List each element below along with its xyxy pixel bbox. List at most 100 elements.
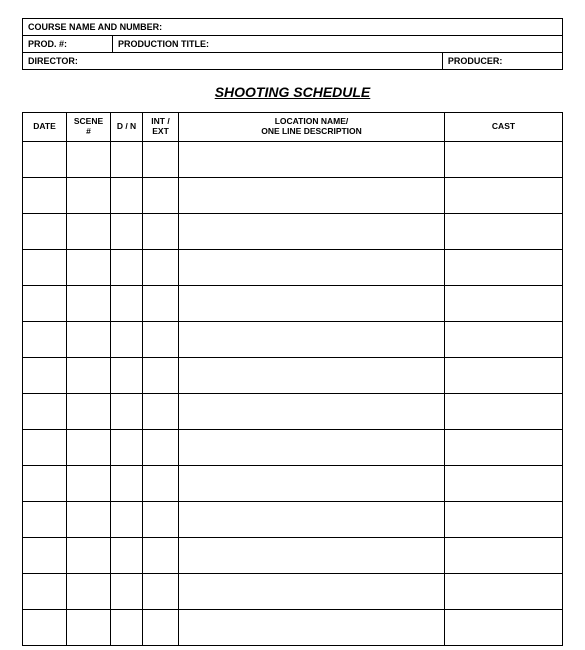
table-row [23, 501, 563, 537]
table-cell [111, 357, 143, 393]
table-cell [143, 537, 179, 573]
table-row [23, 429, 563, 465]
table-cell [445, 393, 563, 429]
table-row [23, 141, 563, 177]
table-cell [179, 285, 445, 321]
table-cell [111, 465, 143, 501]
table-cell [67, 609, 111, 645]
table-cell [23, 213, 67, 249]
table-cell [23, 465, 67, 501]
table-cell [179, 609, 445, 645]
table-cell [67, 177, 111, 213]
table-cell [111, 393, 143, 429]
table-row [23, 285, 563, 321]
table-cell [143, 285, 179, 321]
table-cell [143, 177, 179, 213]
table-cell [445, 357, 563, 393]
table-cell [67, 537, 111, 573]
table-cell [143, 213, 179, 249]
table-cell [445, 249, 563, 285]
table-cell [23, 321, 67, 357]
table-cell [67, 465, 111, 501]
table-cell [111, 321, 143, 357]
table-row [23, 537, 563, 573]
table-cell [67, 357, 111, 393]
table-cell [23, 357, 67, 393]
table-cell [143, 609, 179, 645]
table-cell [111, 537, 143, 573]
table-cell [67, 141, 111, 177]
table-cell [111, 249, 143, 285]
table-cell [445, 285, 563, 321]
table-cell [179, 393, 445, 429]
col-header-date: DATE [23, 113, 67, 142]
page: COURSE NAME AND NUMBER: PROD. #: PRODUCT… [0, 0, 585, 650]
table-cell [143, 249, 179, 285]
table-cell [67, 213, 111, 249]
table-cell [143, 573, 179, 609]
table-cell [445, 321, 563, 357]
table-cell [67, 501, 111, 537]
course-name-label: COURSE NAME AND NUMBER: [23, 19, 563, 36]
table-cell [23, 609, 67, 645]
schedule-table: DATE SCENE# D / N INT /EXT LOCATION NAME… [22, 112, 563, 646]
table-cell [179, 357, 445, 393]
table-cell [67, 249, 111, 285]
table-cell [179, 501, 445, 537]
table-cell [143, 501, 179, 537]
table-row [23, 465, 563, 501]
producer-label: PRODUCER: [442, 53, 562, 70]
table-cell [445, 141, 563, 177]
table-cell [179, 249, 445, 285]
table-cell [23, 393, 67, 429]
table-cell [143, 321, 179, 357]
header-info-table: COURSE NAME AND NUMBER: PROD. #: PRODUCT… [22, 18, 563, 70]
table-cell [179, 141, 445, 177]
table-cell [445, 537, 563, 573]
table-cell [23, 573, 67, 609]
table-cell [179, 537, 445, 573]
table-row [23, 573, 563, 609]
col-header-location: LOCATION NAME/ONE LINE DESCRIPTION [179, 113, 445, 142]
table-cell [445, 429, 563, 465]
table-row [23, 213, 563, 249]
production-title-label: PRODUCTION TITLE: [113, 36, 563, 53]
table-cell [111, 573, 143, 609]
table-cell [111, 501, 143, 537]
col-header-cast: CAST [445, 113, 563, 142]
table-cell [179, 321, 445, 357]
table-cell [23, 429, 67, 465]
table-row [23, 177, 563, 213]
table-cell [23, 141, 67, 177]
table-cell [179, 573, 445, 609]
table-row [23, 609, 563, 645]
table-cell [111, 141, 143, 177]
table-cell [111, 285, 143, 321]
table-cell [111, 609, 143, 645]
col-header-dn: D / N [111, 113, 143, 142]
table-cell [445, 213, 563, 249]
table-cell [23, 285, 67, 321]
col-header-intext: INT /EXT [143, 113, 179, 142]
table-cell [179, 429, 445, 465]
table-cell [445, 573, 563, 609]
prod-number-label: PROD. #: [23, 36, 113, 53]
table-cell [143, 429, 179, 465]
table-row [23, 321, 563, 357]
table-cell [67, 429, 111, 465]
table-row [23, 393, 563, 429]
table-cell [67, 393, 111, 429]
table-row [23, 249, 563, 285]
table-cell [445, 609, 563, 645]
table-cell [67, 573, 111, 609]
table-cell [23, 537, 67, 573]
table-cell [179, 465, 445, 501]
table-cell [111, 213, 143, 249]
table-cell [23, 177, 67, 213]
page-title: SHOOTING SCHEDULE [22, 84, 563, 100]
table-cell [67, 285, 111, 321]
director-label: DIRECTOR: [23, 53, 443, 70]
table-header-row: DATE SCENE# D / N INT /EXT LOCATION NAME… [23, 113, 563, 142]
table-cell [23, 501, 67, 537]
table-cell [179, 177, 445, 213]
